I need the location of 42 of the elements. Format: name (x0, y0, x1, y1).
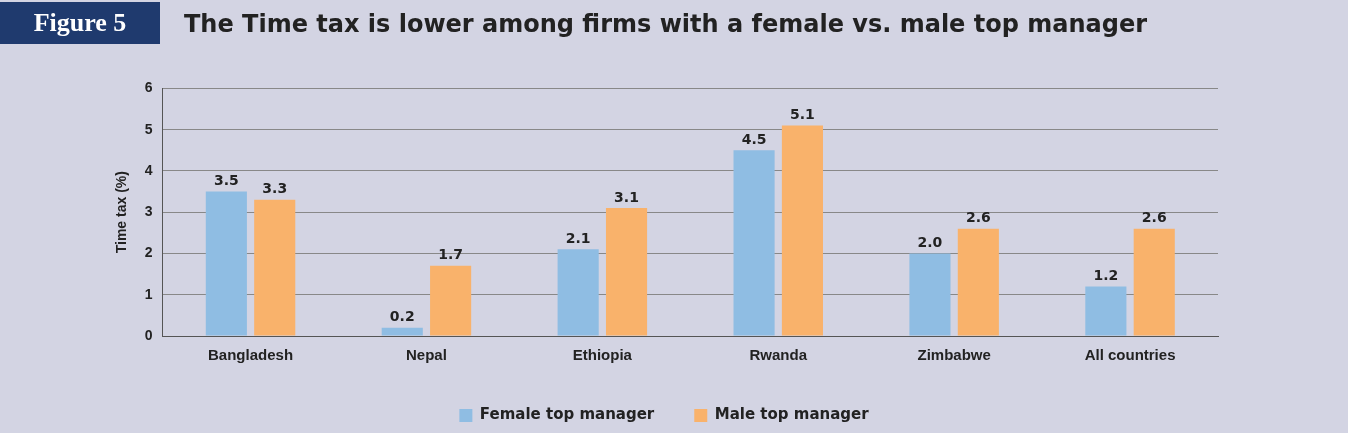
data-label: 3.3 (262, 180, 288, 197)
y-tick-label: 2 (144, 244, 153, 261)
y-tick-label: 3 (144, 203, 153, 220)
y-tick-label: 4 (144, 161, 153, 178)
bar (430, 265, 472, 336)
data-label: 4.5 (741, 130, 767, 147)
legend-label: Female top manager (479, 405, 655, 424)
data-label: 2.6 (965, 209, 991, 226)
x-tick-label: All countries (1084, 346, 1176, 364)
bar (1133, 228, 1175, 336)
bar (957, 228, 999, 336)
bar (205, 191, 247, 336)
data-label: 1.2 (1093, 267, 1119, 284)
y-axis-title: Time tax (%) (113, 171, 130, 254)
legend-label: Male top manager (714, 405, 870, 424)
bar (1085, 286, 1127, 336)
data-label: 2.6 (1141, 209, 1167, 226)
y-tick-label: 5 (144, 120, 153, 137)
x-tick-label: Rwanda (749, 346, 808, 364)
bar (909, 253, 951, 336)
y-tick-label: 0 (144, 326, 153, 343)
bar (605, 208, 648, 336)
data-label: 1.7 (438, 246, 464, 263)
bar (381, 327, 423, 336)
bar (781, 125, 823, 336)
caption: Figure 5 (0, 2, 160, 44)
data-label: 3.5 (213, 172, 239, 189)
x-tick-label: Nepal (406, 346, 447, 364)
bar (557, 249, 599, 336)
chart-title: The Time tax is lower among firms with a female vs. male top manager (184, 10, 1148, 38)
data-label: 5.1 (790, 106, 815, 123)
data-label: 0.2 (389, 308, 415, 325)
data-label: 3.1 (614, 188, 639, 205)
bar (254, 199, 296, 336)
data-label: 2.0 (917, 234, 943, 251)
bar (733, 150, 775, 336)
x-tick-label: Bangladesh (208, 346, 294, 364)
x-tick-label: Zimbabwe (917, 346, 991, 364)
x-tick-label: Ethiopia (572, 346, 633, 364)
data-label: 2.1 (565, 229, 591, 246)
y-tick-label: 1 (144, 285, 153, 302)
y-tick-label: 6 (144, 79, 153, 96)
